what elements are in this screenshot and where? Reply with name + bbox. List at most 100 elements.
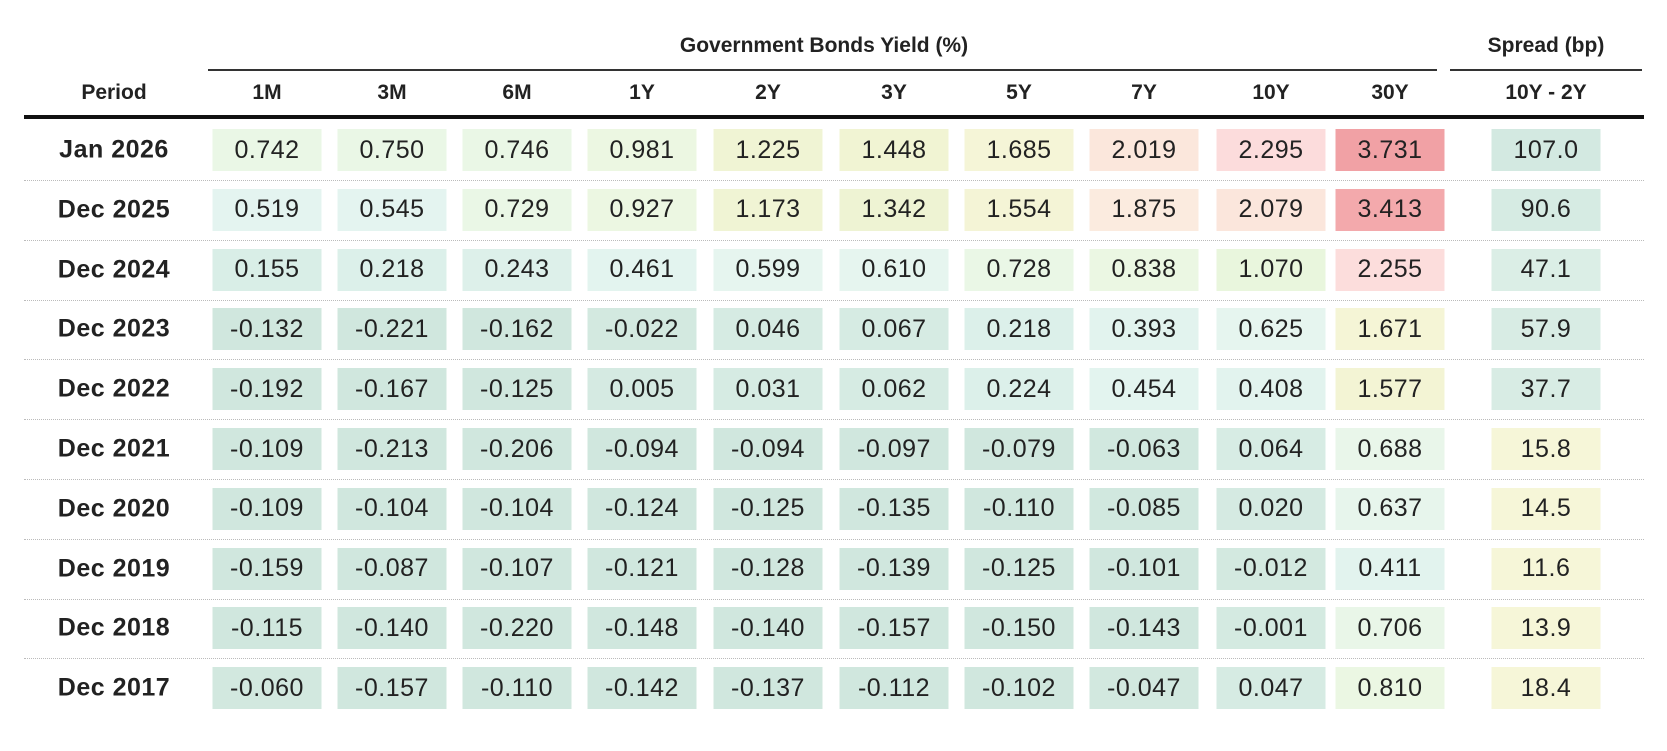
spread-cell: 13.9 (1491, 607, 1601, 650)
row-separator (24, 538, 1644, 540)
yield-cell: 2.295 (1216, 129, 1326, 171)
yield-cell: 0.927 (587, 188, 697, 231)
yield-cell: -0.109 (212, 487, 322, 530)
yield-cell: -0.097 (839, 428, 949, 470)
yield-cell: 0.810 (1335, 667, 1445, 710)
yield-cell: -0.213 (337, 428, 447, 470)
yield-cell: 1.875 (1089, 188, 1199, 231)
yield-cell: -0.150 (964, 607, 1074, 650)
yield-cell: -0.060 (212, 667, 322, 710)
yield-cell: 0.625 (1216, 308, 1326, 351)
period-label: Dec 2022 (57, 374, 171, 403)
yield-cell: -0.125 (964, 547, 1074, 590)
spread-cell: 15.8 (1491, 428, 1601, 470)
yield-cell: -0.110 (964, 487, 1074, 530)
period-label: Dec 2023 (57, 314, 171, 343)
row-separator (24, 658, 1644, 660)
yield-cell: -0.094 (587, 428, 697, 470)
yield-cell: 0.224 (964, 368, 1074, 411)
spread-cell: 37.7 (1491, 368, 1601, 411)
yield-cell: 0.746 (462, 129, 572, 171)
period-label: Dec 2024 (57, 255, 171, 284)
yield-cell: -0.125 (713, 487, 823, 530)
yield-cell: -0.022 (587, 308, 697, 351)
yield-cell: 1.070 (1216, 248, 1326, 291)
yield-cell: 2.079 (1216, 188, 1326, 231)
yield-cell: -0.079 (964, 428, 1074, 470)
yield-cell: -0.012 (1216, 547, 1326, 590)
yield-cell: -0.047 (1089, 667, 1199, 710)
yield-cell: 0.599 (713, 248, 823, 291)
yield-cell: 0.243 (462, 248, 572, 291)
spread-cell: 47.1 (1491, 248, 1601, 291)
period-label: Dec 2019 (57, 554, 171, 583)
spread-cell: 57.9 (1491, 308, 1601, 351)
column-header: 6M (502, 81, 532, 104)
yield-cell: -0.143 (1089, 607, 1199, 650)
group-rule (208, 69, 1437, 71)
yield-cell: 0.062 (839, 368, 949, 411)
yield-cell: -0.148 (587, 607, 697, 650)
column-header: 5Y (1006, 81, 1032, 104)
yield-cell: -0.101 (1089, 547, 1199, 590)
yield-cell: 1.342 (839, 188, 949, 231)
yield-cell: -0.001 (1216, 607, 1326, 650)
yield-cell: -0.162 (462, 308, 572, 351)
period-label: Dec 2018 (57, 613, 171, 642)
yield-cell: 0.729 (462, 188, 572, 231)
yield-cell: -0.085 (1089, 487, 1199, 530)
yield-cell: -0.167 (337, 368, 447, 411)
yield-cell: 0.545 (337, 188, 447, 231)
yield-cell: -0.220 (462, 607, 572, 650)
yield-cell: 0.454 (1089, 368, 1199, 411)
row-separator (24, 479, 1644, 480)
yield-cell: 2.255 (1335, 248, 1445, 291)
yield-cell: 0.064 (1216, 428, 1326, 470)
spread-column-header: 10Y - 2Y (1505, 81, 1587, 104)
yield-cell: 0.637 (1335, 487, 1445, 530)
yield-cell: -0.137 (713, 667, 823, 710)
yield-cell: 0.393 (1089, 308, 1199, 351)
yield-cell: 0.728 (964, 248, 1074, 291)
yield-cell: 1.173 (713, 188, 823, 231)
spread-cell: 11.6 (1491, 547, 1601, 590)
yield-cell: 1.448 (839, 129, 949, 171)
yield-cell: -0.087 (337, 547, 447, 590)
row-separator (24, 359, 1644, 361)
yield-cell: 0.610 (839, 248, 949, 291)
period-label: Dec 2020 (57, 494, 171, 523)
yield-cell: -0.157 (839, 607, 949, 650)
yield-cell: -0.140 (713, 607, 823, 650)
yield-cell: -0.124 (587, 487, 697, 530)
yield-cell: 0.155 (212, 248, 322, 291)
spread-title: Spread (bp) (1487, 34, 1605, 57)
column-header: 1Y (629, 81, 655, 104)
row-separator (24, 180, 1644, 181)
column-header: 3M (377, 81, 407, 104)
yield-cell: 3.413 (1335, 188, 1445, 231)
yield-cell: -0.110 (462, 667, 572, 710)
yield-cell: 1.685 (964, 129, 1074, 171)
yield-cell: 0.031 (713, 368, 823, 411)
yield-cell: 1.671 (1335, 308, 1445, 351)
header-rule (24, 115, 1644, 119)
yield-cell: 0.047 (1216, 667, 1326, 710)
yield-cell: 0.218 (337, 248, 447, 291)
yield-cell: 0.461 (587, 248, 697, 291)
spread-cell: 90.6 (1491, 188, 1601, 231)
yield-cell: -0.206 (462, 428, 572, 470)
yield-cell: -0.192 (212, 368, 322, 411)
yield-cell: 0.981 (587, 129, 697, 171)
yield-cell: 0.706 (1335, 607, 1445, 650)
yield-cell: -0.115 (212, 607, 322, 650)
spread-cell: 107.0 (1491, 129, 1601, 171)
yield-cell: 0.519 (212, 188, 322, 231)
group-title: Government Bonds Yield (%) (679, 34, 969, 57)
column-header: 30Y (1371, 81, 1409, 104)
yield-cell: 0.688 (1335, 428, 1445, 470)
period-label: Dec 2025 (57, 195, 171, 224)
column-header: 1M (252, 81, 282, 104)
yield-cell: 0.005 (587, 368, 697, 411)
row-separator (24, 239, 1644, 241)
